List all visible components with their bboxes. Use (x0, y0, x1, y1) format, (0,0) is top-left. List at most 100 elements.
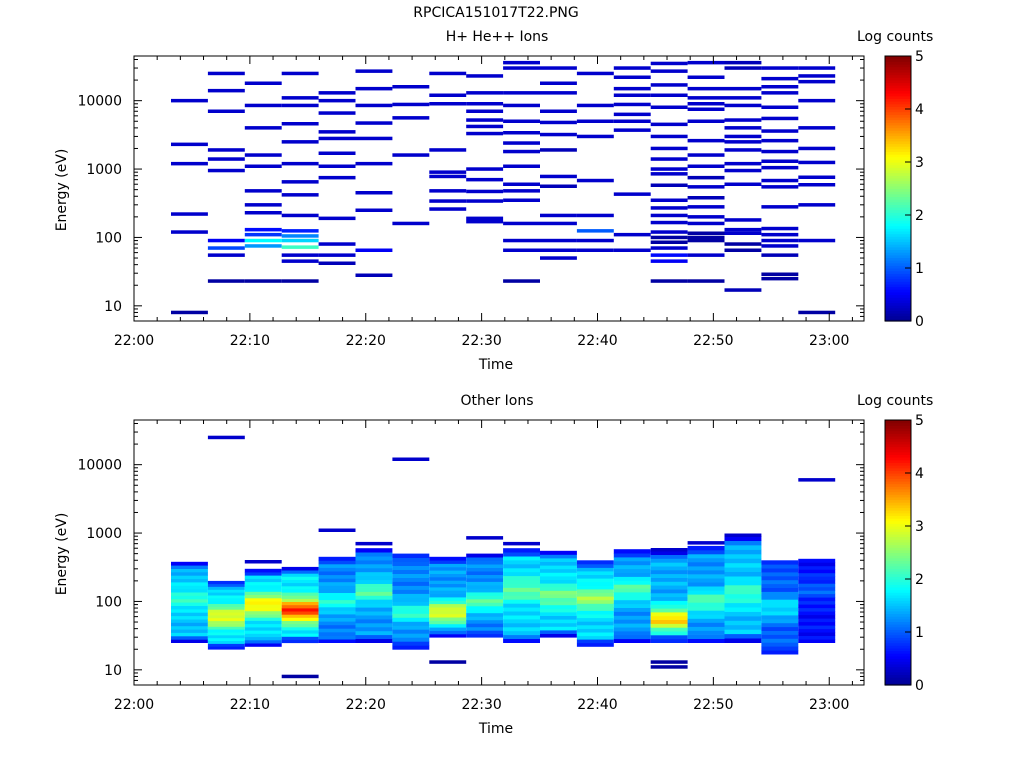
p2-heatmap-cell (429, 580, 467, 584)
p2-heatmap-cell (466, 619, 504, 624)
p2-colorbar-segment (885, 653, 911, 657)
p2-heatmap-cell (207, 580, 245, 585)
p1-colorbar-segment (885, 185, 911, 190)
p1-heatmap-cell (318, 151, 356, 155)
p2-heatmap-cell (687, 582, 725, 587)
p1-colorbar-segment (885, 241, 911, 245)
p1-heatmap-cell (466, 124, 504, 129)
p2-heatmap-cell (798, 632, 836, 636)
p2-heatmap-cell (761, 583, 799, 588)
p2-heatmap-cell (355, 587, 393, 592)
p2-heatmap-cell (687, 622, 725, 627)
p2-heatmap-cell (724, 545, 762, 550)
p1-colorbar-segment (885, 138, 911, 142)
p1-heatmap-cell (318, 136, 356, 141)
p2-heatmap-cell (392, 573, 430, 578)
p1-heatmap-cell (244, 103, 282, 108)
p2-heatmap-cell (613, 560, 651, 566)
p2-heatmap-cell (687, 578, 725, 583)
p2-colorbar-segment (885, 536, 911, 540)
p2-heatmap-cell (576, 592, 614, 597)
p2-heatmap-cell (503, 626, 540, 632)
p2-heatmap-cell (171, 585, 208, 590)
p2-heatmap-cell (392, 597, 430, 602)
p1-heatmap-cell (687, 238, 725, 243)
p1-colorbar-segment (885, 207, 911, 211)
p1-heatmap-cell (540, 256, 577, 260)
p1-colorbar-segment (885, 299, 911, 304)
p2-heatmap-cell (318, 571, 356, 576)
p2-colorbar-segment (885, 605, 911, 609)
p2-heatmap-cell (171, 568, 208, 573)
p2-heatmap-cell (171, 622, 208, 627)
p1-heatmap-cell (503, 131, 540, 135)
p1-heatmap-cell (281, 213, 319, 218)
p2-colorbar-frame (884, 419, 912, 686)
p2-heatmap-cell (503, 564, 540, 569)
p1-heatmap-cell (318, 216, 356, 221)
p2-heatmap-cell (724, 593, 762, 599)
p2-heatmap-cell (207, 603, 245, 607)
p1-heatmap-cell (429, 93, 467, 97)
p1-colorbar-segment (885, 164, 911, 168)
p1-heatmap-cell (281, 253, 319, 257)
p2-colorbar-segment (885, 491, 911, 495)
p1-heatmap-cell (798, 74, 836, 78)
p2-heatmap-cell (798, 572, 836, 577)
p1-heatmap-cell (613, 119, 651, 123)
p2-heatmap-cell (613, 564, 651, 570)
p2-heatmap-cell (724, 562, 762, 568)
p1-heatmap-cell (244, 189, 282, 193)
p1-heatmap-cell (171, 212, 208, 216)
p1-heatmap-cell (207, 168, 245, 173)
p2-heatmap-cell (576, 578, 614, 583)
p2-heatmap-cell (576, 589, 614, 593)
p1-heatmap-cell (503, 221, 540, 226)
p2-heatmap-cell (429, 597, 467, 601)
p2-heatmap-cell (171, 608, 208, 613)
p2-colorbar-segment (885, 433, 911, 437)
p1-colorbar-segment (885, 162, 911, 166)
p1-heatmap-cell (244, 232, 282, 237)
p1-colorbar-segment (885, 140, 911, 145)
p2-heatmap-cell (244, 581, 282, 586)
p2-heatmap-cell (503, 623, 540, 628)
p2-heatmap-cell (613, 603, 651, 608)
p2-heatmap-cell (244, 585, 282, 589)
p2-heatmap-cell (392, 617, 430, 622)
p1-heatmap-cell (281, 229, 319, 233)
p1-heatmap-cell (355, 69, 393, 73)
p2-heatmap-cell (724, 624, 762, 630)
p2-colorbar-segment (885, 589, 911, 593)
p2-colorbar-segment (885, 520, 911, 524)
p2-heatmap-cell (281, 617, 319, 621)
p2-heatmap-cell (613, 576, 651, 581)
p1-heatmap-cell (724, 227, 762, 232)
p2-y-tick-label: 10000 (77, 458, 122, 474)
p1-heatmap-cell (171, 310, 208, 315)
p2-heatmap-cell (207, 629, 245, 633)
p2-heatmap-cell (392, 625, 430, 630)
p2-heatmap-cell (281, 623, 319, 628)
p2-heatmap-cell (318, 560, 356, 565)
p2-heatmap-cell (207, 646, 245, 650)
p1-heatmap-cell (281, 96, 319, 100)
p1-heatmap-cell (761, 178, 799, 183)
p2-heatmap-cell (281, 576, 319, 580)
p2-colorbar-segment (885, 600, 911, 604)
p1-colorbar-segment (885, 270, 911, 274)
p2-heatmap-cell (798, 558, 836, 563)
p2-colorbar-tick-label: 4 (915, 466, 924, 482)
p2-heatmap-cell (318, 635, 356, 640)
p1-heatmap-cell (724, 168, 762, 173)
p1-heatmap-cell (724, 66, 762, 70)
p1-heatmap-cell (576, 248, 614, 252)
p2-heatmap-cell (318, 621, 356, 626)
p2-heatmap-cell (466, 560, 504, 565)
p1-colorbar-segment (885, 71, 911, 76)
p2-heatmap-cell (724, 629, 762, 635)
p1-heatmap-cell (687, 175, 725, 180)
p2-heatmap-cell (429, 617, 467, 621)
p2-heatmap-cell (392, 561, 430, 566)
p2-colorbar-segment (885, 441, 911, 445)
